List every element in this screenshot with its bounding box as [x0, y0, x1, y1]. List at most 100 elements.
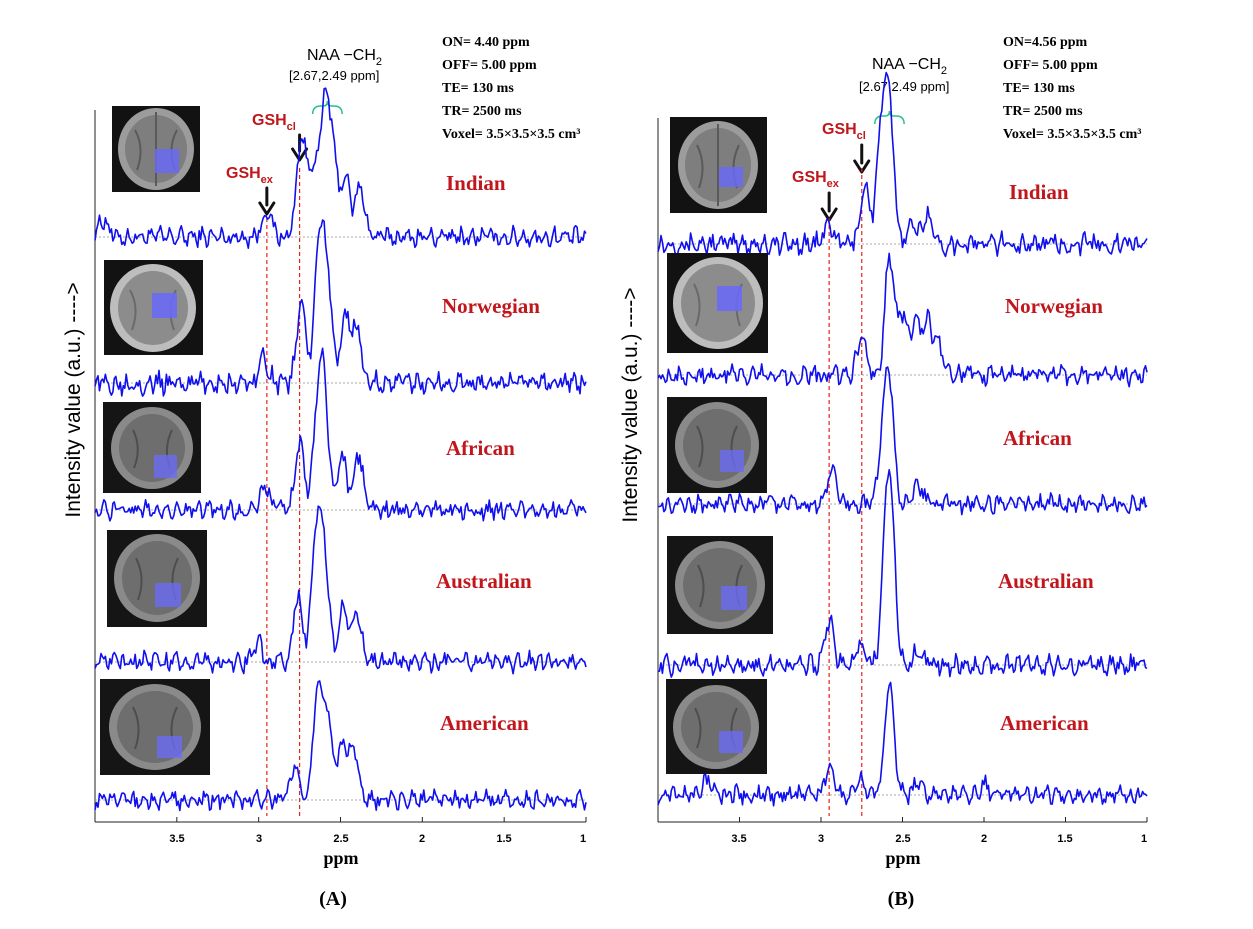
- series-label-american: American: [440, 711, 529, 735]
- brain-mri-image: [104, 260, 203, 355]
- naa-label-sub: 2: [941, 65, 947, 77]
- naa-bracket: [874, 110, 905, 125]
- naa-annotation-b: NAA −CH2 [2.67,2.49 ppm]: [859, 56, 949, 125]
- series-label-australian: Australian: [436, 569, 532, 593]
- brain-mri-image: [103, 402, 201, 493]
- x-tick-label: 2: [419, 833, 425, 845]
- naa-range: [2.67,2.49 ppm]: [289, 68, 379, 83]
- spectra-traces-b: [657, 71, 1148, 807]
- x-tick-label: 3: [256, 833, 262, 845]
- brain-mri-image: [667, 536, 773, 634]
- naa-label-main: NAA −CH: [307, 47, 376, 64]
- param-on: ON= 4.40 ppm: [442, 35, 530, 50]
- brain-mri-image: [667, 397, 767, 493]
- series-label-australian: Australian: [998, 569, 1094, 593]
- spectrum-trace-indian: [657, 71, 1148, 258]
- spectrum-trace-australian: [94, 505, 587, 675]
- gsh-ex-label-main: GSH: [792, 169, 827, 186]
- gsh-ex-annotation-b: GSHex: [792, 169, 840, 222]
- spectra-traces-a: [94, 87, 587, 812]
- gsh-ex-arrow: [258, 186, 276, 216]
- x-axis-label-a: ppm: [323, 848, 358, 868]
- x-ticks-a: [176, 817, 587, 822]
- brain-thumbnails-b: [666, 117, 773, 774]
- param-te: TE= 130 ms: [442, 81, 514, 96]
- gsh-cl-annotation-b: GSHcl: [822, 121, 871, 174]
- series-labels-b: Indian Norwegian African Australian Amer…: [998, 180, 1103, 735]
- brain-mri-image: [666, 679, 767, 774]
- param-tr: TR= 2500 ms: [442, 104, 522, 119]
- brain-thumbnails-a: [100, 106, 210, 775]
- x-tick-label: 1: [1141, 833, 1147, 845]
- param-tr: TR= 2500 ms: [1003, 104, 1083, 119]
- x-tick-label: 3.5: [169, 833, 184, 845]
- brain-mri-image: [670, 117, 767, 213]
- series-label-indian: Indian: [1009, 180, 1069, 204]
- guide-lines-b: [828, 168, 863, 816]
- gsh-cl-label-main: GSH: [252, 112, 287, 129]
- acquisition-params-a: ON= 4.40 ppm OFF= 5.00 ppm TE= 130 ms TR…: [442, 35, 580, 142]
- naa-label-main: NAA −CH: [872, 56, 941, 73]
- panel-b: Intensity value (a.u.) ----> 3.5 3 2.5 2…: [619, 35, 1148, 910]
- series-label-norwegian: Norwegian: [442, 294, 540, 318]
- spectrum-trace-american: [657, 681, 1148, 807]
- naa-range: [2.67,2.49 ppm]: [859, 79, 949, 94]
- acquisition-params-b: ON=4.56 ppm OFF= 5.00 ppm TE= 130 ms TR=…: [1003, 35, 1141, 142]
- gsh-ex-label-main: GSH: [226, 165, 261, 182]
- spectrum-trace-australian: [657, 469, 1148, 678]
- x-tick-label: 2.5: [333, 833, 348, 845]
- series-label-indian: Indian: [446, 171, 506, 195]
- brain-mri-image: [100, 679, 210, 775]
- spectrum-trace-american: [94, 680, 587, 812]
- x-tick-label: 2: [981, 833, 987, 845]
- guide-lines-a: [266, 168, 301, 816]
- panel-label-b: (B): [888, 888, 915, 910]
- series-label-african: African: [1003, 426, 1072, 450]
- x-tick-label: 2.5: [895, 833, 910, 845]
- x-axis-label-b: ppm: [885, 848, 920, 868]
- spectrum-trace-norwegian: [94, 219, 587, 397]
- param-voxel: Voxel= 3.5×3.5×3.5 cm³: [1003, 127, 1141, 142]
- naa-label: NAA −CH2: [307, 47, 382, 68]
- series-label-norwegian: Norwegian: [1005, 294, 1103, 318]
- x-tick-label: 1.5: [1057, 833, 1072, 845]
- x-tick-labels-b: 3.5 3 2.5 2 1.5 1: [731, 833, 1147, 845]
- param-on: ON=4.56 ppm: [1003, 35, 1088, 50]
- x-tick-label: 1: [580, 833, 586, 845]
- naa-label-sub: 2: [376, 56, 382, 68]
- spectrum-trace-indian: [94, 87, 587, 249]
- spectrum-trace-african: [658, 366, 1148, 516]
- param-off: OFF= 5.00 ppm: [1003, 58, 1098, 73]
- param-voxel: Voxel= 3.5×3.5×3.5 cm³: [442, 127, 580, 142]
- gsh-cl-label-sub: cl: [287, 121, 296, 133]
- gsh-ex-label: GSHex: [226, 165, 274, 186]
- gsh-cl-annotation-a: GSHcl: [252, 112, 309, 162]
- naa-annotation-a: NAA −CH2 [2.67,2.49 ppm]: [289, 47, 382, 115]
- gsh-ex-label-sub: ex: [261, 174, 274, 186]
- brain-mri-image: [107, 530, 207, 627]
- x-tick-label: 1.5: [496, 833, 511, 845]
- brain-mri-image: [112, 106, 200, 192]
- gsh-ex-arrow: [820, 191, 838, 222]
- brain-mri-image: [667, 253, 768, 353]
- x-tick-label: 3.5: [731, 833, 746, 845]
- param-off: OFF= 5.00 ppm: [442, 58, 537, 73]
- y-axis-label-b: Intensity value (a.u.) ---->: [619, 287, 642, 522]
- x-tick-label: 3: [818, 833, 824, 845]
- panel-a: Intensity value (a.u.) ----> 3.5 3 2.5 2…: [62, 35, 587, 910]
- spectrum-trace-norwegian: [657, 252, 1148, 388]
- gsh-cl-label-sub: cl: [857, 130, 866, 142]
- y-axis-label-a: Intensity value (a.u.) ---->: [62, 282, 85, 517]
- param-te: TE= 130 ms: [1003, 81, 1075, 96]
- x-ticks-b: [739, 817, 1148, 822]
- series-label-american: American: [1000, 711, 1089, 735]
- gsh-ex-annotation-a: GSHex: [226, 165, 276, 216]
- x-tick-labels-a: 3.5 3 2.5 2 1.5 1: [169, 833, 586, 845]
- naa-bracket: [311, 100, 343, 115]
- panel-label-a: (A): [319, 888, 347, 910]
- naa-label: NAA −CH2: [872, 56, 947, 77]
- gsh-cl-label: GSHcl: [822, 121, 866, 142]
- gsh-cl-arrow: [853, 143, 871, 174]
- gsh-cl-label-main: GSH: [822, 121, 857, 138]
